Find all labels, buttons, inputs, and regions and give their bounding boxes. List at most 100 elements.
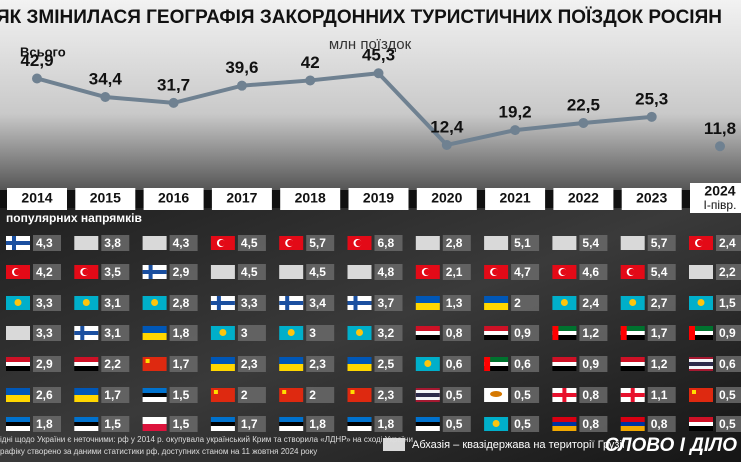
value-label: 2: [514, 296, 521, 310]
flag-part: [423, 268, 431, 276]
flag-part: [142, 326, 167, 333]
flag-part: [350, 390, 355, 394]
value-box: [33, 235, 61, 251]
value-label: 42: [301, 53, 320, 72]
value-label: 3,4: [309, 296, 326, 310]
flag: [689, 236, 713, 250]
flag-part: [356, 329, 363, 336]
value-box: [716, 416, 741, 432]
flag-part: [279, 422, 304, 426]
value-box: [442, 295, 471, 311]
flag-part: [484, 335, 509, 340]
flag: [210, 417, 235, 431]
value-box: [169, 416, 198, 432]
flag-part: [74, 331, 99, 335]
value-label: 2,5: [378, 357, 395, 371]
flag-part: [689, 331, 713, 335]
value-box: [511, 387, 540, 403]
value-box: [647, 387, 676, 403]
flag-part: [145, 359, 150, 363]
flag: [347, 265, 372, 279]
table-title: популярних напрямків: [6, 211, 142, 225]
value-label: 3,1: [104, 296, 121, 310]
value-label: 25,3: [635, 89, 668, 108]
value-label: 2,3: [241, 357, 258, 371]
flag: [552, 417, 577, 431]
value-box: [511, 235, 540, 251]
flag: [142, 388, 167, 402]
flag-part: [415, 417, 440, 422]
flag-part: [6, 422, 30, 426]
value-label: 0,5: [719, 417, 736, 431]
flag: [347, 326, 372, 340]
flag: [484, 388, 509, 402]
value-label: 3: [309, 326, 316, 340]
value-label: 1,7: [651, 326, 668, 340]
year-box: [485, 188, 546, 210]
flag: [210, 236, 235, 250]
flag-part: [282, 390, 287, 394]
flag: [689, 388, 713, 402]
flag-part: [620, 366, 645, 371]
value-label: 0,5: [446, 417, 463, 431]
flag-part: [210, 301, 235, 305]
value-box: [647, 356, 676, 372]
flag-part: [287, 239, 294, 247]
flag-part: [552, 426, 577, 431]
year-box: [280, 188, 341, 210]
value-box: [169, 264, 198, 280]
flag-part: [14, 299, 22, 306]
flag-part: [279, 417, 304, 422]
flag-part: [219, 329, 227, 336]
value-box: [647, 235, 676, 251]
value-box: [169, 235, 198, 251]
value-box: [169, 325, 198, 341]
flag-part: [620, 362, 645, 366]
flag-part: [279, 364, 304, 371]
flag-part: [552, 326, 559, 340]
value-label: 42,9: [20, 51, 53, 70]
value-label: 0,6: [514, 357, 531, 371]
flag: [6, 326, 30, 340]
x-tick-label: 2014: [21, 190, 52, 206]
flag: [484, 417, 509, 431]
flag-part: [415, 303, 440, 310]
flag: [279, 296, 304, 310]
value-box: [374, 235, 403, 251]
flag: [689, 265, 713, 279]
flag-part: [74, 388, 99, 395]
note: рафіку створено за даними статистики рф,…: [0, 447, 317, 456]
flag-part: [552, 357, 577, 362]
flag: [415, 236, 440, 250]
flag-part: [74, 422, 99, 426]
flag-part: [552, 362, 577, 366]
flag-part: [620, 357, 645, 362]
value-box: [716, 387, 741, 403]
flag: [552, 357, 577, 371]
year-box: [211, 188, 272, 210]
value-box: [33, 325, 61, 341]
flag-part: [210, 357, 235, 364]
flag: [74, 326, 99, 340]
flag-part: [287, 329, 295, 336]
x-tick-label: 2020: [431, 190, 462, 206]
flag: [74, 265, 99, 279]
value-box: [374, 356, 403, 372]
flag: [689, 417, 713, 431]
value-box: [237, 416, 266, 432]
flag-part: [6, 362, 30, 366]
flag-part: [552, 331, 577, 335]
year-box: [690, 183, 741, 213]
flag-part: [6, 357, 30, 362]
value-label: 6,8: [378, 236, 395, 250]
value-label: 5,4: [651, 265, 668, 279]
value-label: 1,7: [173, 357, 190, 371]
flag-part: [484, 326, 509, 331]
value-box: [306, 387, 335, 403]
legend-text: Абхазія – квазідержава на території Груз…: [412, 439, 625, 451]
flag-part: [6, 366, 30, 371]
value-label: 31,7: [157, 75, 190, 94]
flag: [210, 296, 235, 310]
value-label: 2,2: [104, 357, 121, 371]
series-label: Всього: [20, 44, 66, 59]
